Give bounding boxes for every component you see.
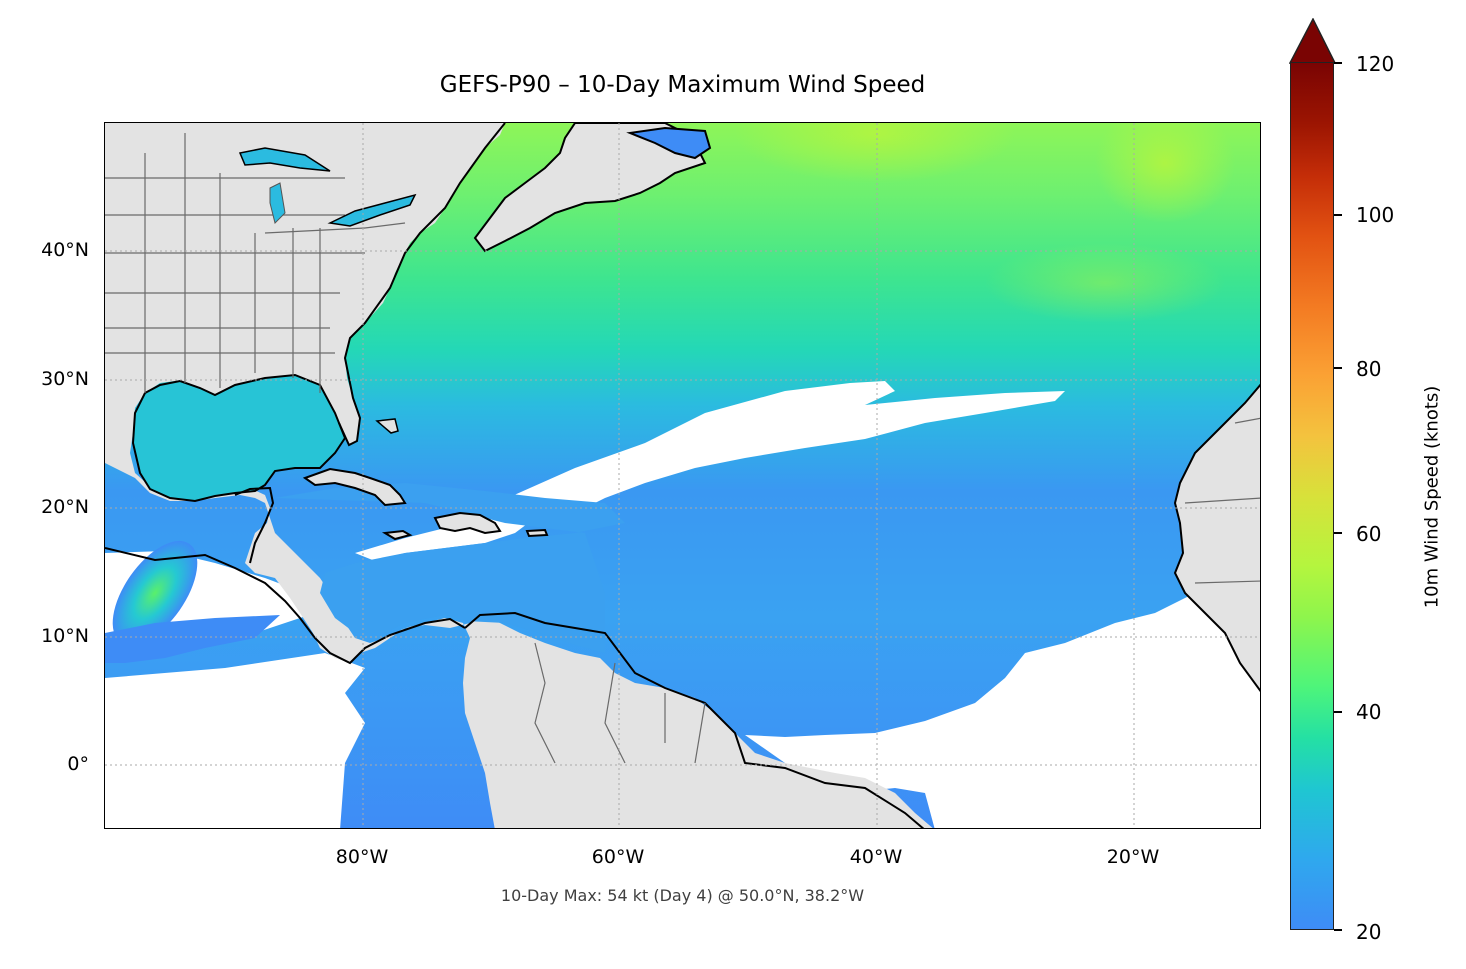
colorbar-extend-arrow — [1289, 18, 1337, 64]
y-tick-0: 0° — [67, 753, 89, 775]
colorbar-tick-120 — [1334, 62, 1342, 64]
y-tick-30n: 30°N — [41, 368, 89, 390]
max-wind-footnote: 10-Day Max: 54 kt (Day 4) @ 50.0°N, 38.2… — [500, 886, 865, 905]
x-tick-40w: 40°W — [849, 846, 903, 868]
political-borders — [105, 133, 1260, 764]
x-tick-80w: 80°W — [335, 846, 389, 868]
y-tick-40n: 40°N — [41, 239, 89, 261]
us-east-coastline — [338, 123, 506, 447]
colorbar-label-100: 100 — [1356, 203, 1395, 227]
cuba — [302, 467, 407, 507]
gulf-of-mexico — [131, 373, 347, 503]
x-tick-60w: 60°W — [591, 846, 645, 868]
wind-speed-map — [105, 123, 1260, 828]
chart-title: GEFS-P90 – 10-Day Maximum Wind Speed — [439, 72, 926, 98]
colorbar-tick-80 — [1334, 367, 1342, 369]
map-plot-area — [104, 122, 1261, 829]
x-tick-20w: 20°W — [1106, 846, 1160, 868]
colorbar-tick-40 — [1334, 711, 1342, 713]
colorbar-tick-60 — [1334, 532, 1342, 534]
colorbar-label-40: 40 — [1356, 700, 1382, 724]
colorbar-title: 10m Wind Speed (knots) — [1421, 385, 1443, 609]
south-america-coastline — [464, 611, 925, 828]
colorbar-label-120: 120 — [1356, 52, 1395, 76]
colorbar-label-20: 20 — [1356, 920, 1382, 944]
colorbar-tick-100 — [1334, 214, 1342, 216]
colorbar-label-60: 60 — [1356, 522, 1382, 546]
colorbar — [1290, 62, 1334, 930]
y-tick-10n: 10°N — [41, 625, 89, 647]
colorbar-tick-20 — [1334, 929, 1342, 931]
masked-region-subtropical — [485, 381, 1065, 528]
y-tick-20n: 20°N — [41, 496, 89, 518]
west-africa — [1173, 383, 1260, 692]
newfoundland — [626, 126, 712, 160]
colorbar-label-80: 80 — [1356, 357, 1382, 381]
